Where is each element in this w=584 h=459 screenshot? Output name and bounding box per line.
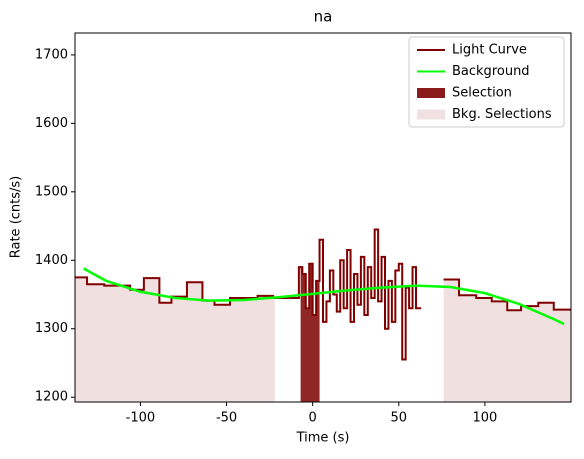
legend-label: Light Curve [452,43,527,58]
x-axis-label: Time (s) [296,431,350,446]
legend-label: Selection [452,86,512,101]
legend: Light Curve Background Selection Bkg. Selec… [408,36,565,128]
legend-swatch [417,109,445,120]
y-tick-label: 1600 [35,116,68,131]
x-tick-label: 0 [309,411,317,426]
x-tick-label: -100 [126,411,156,426]
y-axis-label: Rate (cnts/s) [9,176,24,259]
y-tick-label: 1700 [35,47,68,62]
y-tick-label: 1400 [35,253,68,268]
span-fill [75,277,275,402]
background-curve [83,267,565,326]
y-tick-label: 1500 [35,184,68,199]
y-tick-label: 1200 [35,390,68,405]
y-tick-label: 1300 [35,321,68,336]
x-tick-label: 50 [391,411,408,426]
chart-title: na [314,8,333,26]
plot [75,228,571,402]
x-tick-label: -50 [216,411,237,426]
legend-swatch [417,88,445,98]
legend-box [408,36,565,128]
axes-frame [74,32,572,403]
legend-label: Bkg. Selections [452,107,552,122]
span-fill [443,279,571,402]
legend-label: Background [452,64,530,79]
x-tick-label: 100 [472,411,497,426]
